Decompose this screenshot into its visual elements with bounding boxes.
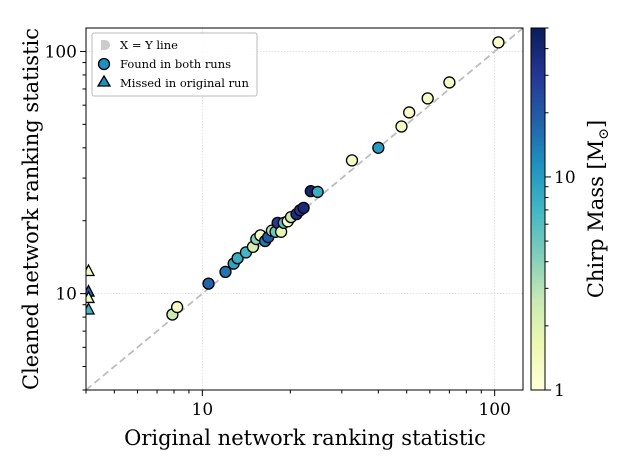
y-tick-label: 100 [45, 42, 77, 62]
colorbar-gradient [530, 27, 546, 391]
found-point [443, 76, 456, 89]
legend: X = Y line Found in both runs Missed in … [91, 32, 258, 97]
found-point [345, 154, 359, 167]
legend-label-missed: Missed in original run [120, 76, 249, 90]
colorbar-label-close: ] [584, 120, 608, 128]
found-point [170, 300, 184, 314]
legend-triangle-marker [96, 74, 112, 87]
colorbar-ticks: 1 10 [545, 27, 576, 401]
y-tick-label: 10 [55, 285, 77, 305]
identity-line-path [86, 28, 523, 390]
x-tick-label: 10 [192, 400, 214, 420]
found-point [311, 185, 324, 199]
found-point [372, 141, 385, 154]
x-axis: 10 100 [85, 390, 511, 420]
found-point [492, 36, 505, 49]
y-axis-title: Cleaned network ranking statistic [19, 28, 43, 390]
legend-label-found: Found in both runs [120, 57, 231, 71]
found-point [403, 106, 416, 119]
y-axis: 10 100 [45, 42, 86, 391]
colorbar-label-sub: ⊙ [596, 128, 612, 140]
identity-line [86, 28, 523, 390]
colorbar-tick-label: 1 [554, 381, 565, 401]
x-axis-title: Original network ranking statistic [124, 426, 486, 450]
legend-identity-swatch [101, 40, 110, 50]
legend-box [91, 32, 258, 97]
colorbar-tick-label: 10 [554, 168, 576, 188]
found-point [231, 252, 244, 265]
legend-circle-marker [97, 57, 111, 71]
colorbar-label: Chirp Mass [M⊙] [584, 120, 612, 298]
data-points [86, 36, 505, 321]
found-point [395, 120, 408, 133]
colorbar: 1 10 Chirp Mass [M⊙] [530, 27, 612, 401]
legend-label-identity: X = Y line [120, 38, 178, 52]
x-tick-label: 100 [478, 400, 510, 420]
found-point [421, 92, 434, 105]
found-point [202, 277, 215, 290]
found-point [219, 265, 232, 279]
missed-point [86, 302, 96, 315]
missed-point [86, 263, 96, 277]
plot-frame [85, 27, 524, 391]
colorbar-label-main: Chirp Mass [M [584, 140, 608, 298]
found-point [297, 201, 310, 215]
